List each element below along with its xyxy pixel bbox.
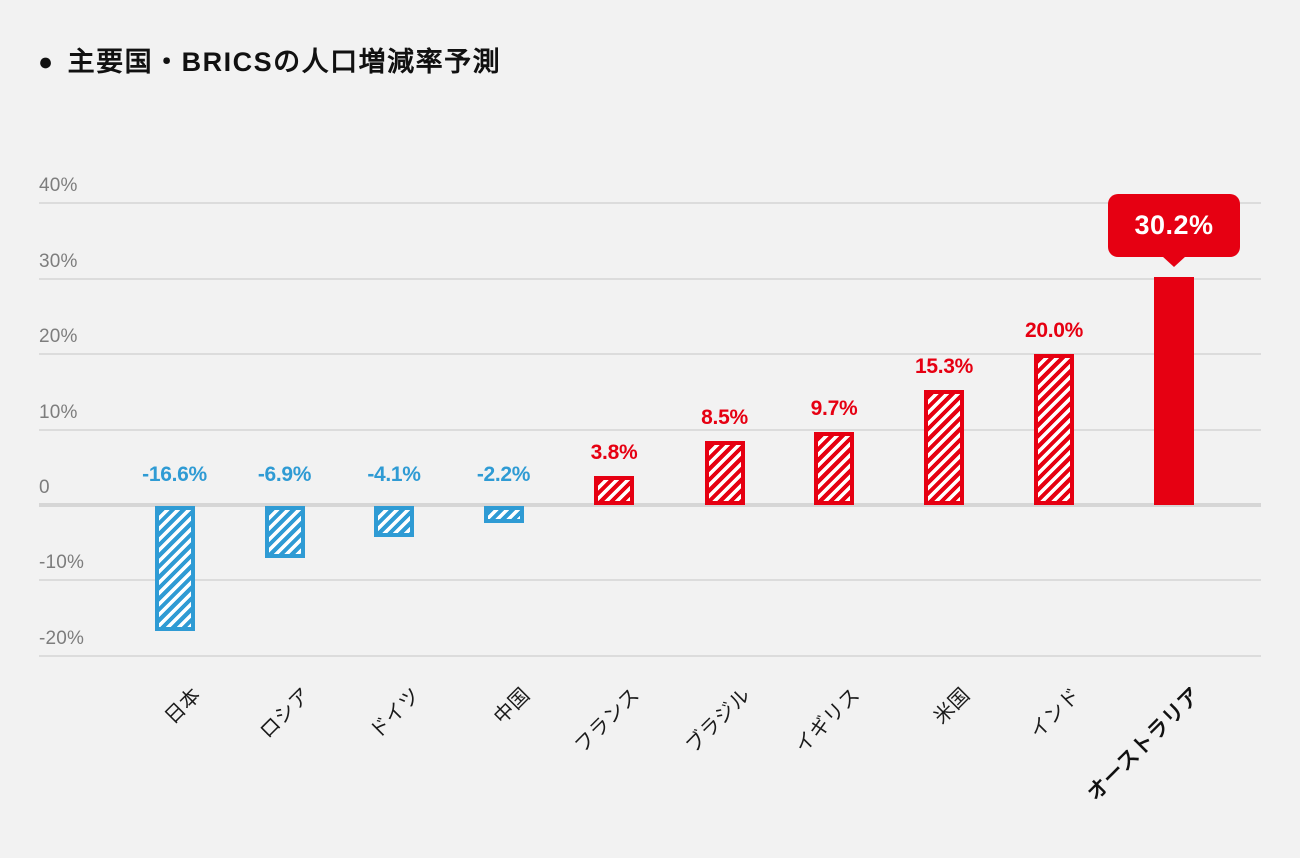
callout-pointer-icon [1162, 256, 1186, 267]
bar-australia [1154, 277, 1194, 505]
y-gridline [39, 579, 1261, 582]
y-tick-label: 10% [39, 401, 78, 423]
x-axis-label-india: インド [1025, 684, 1085, 744]
x-axis-label-japan: 日本 [160, 684, 206, 729]
bullet-icon: ● [38, 48, 55, 76]
value-label-usa: 15.3% [914, 355, 974, 378]
x-axis-label-france: フランス [571, 684, 645, 758]
bar-india [1034, 354, 1074, 505]
x-axis-label-brazil: ブラジル [681, 684, 756, 758]
x-axis-label-germany: ドイツ [365, 684, 425, 744]
value-label-uk: 9.7% [810, 397, 858, 420]
zero-gridline [39, 503, 1261, 507]
bar-germany [374, 506, 414, 537]
y-tick-label: 30% [39, 250, 78, 272]
value-label-germany: -4.1% [367, 463, 421, 486]
bar-japan [154, 506, 195, 631]
x-axis-label-uk: イギリス [791, 684, 865, 758]
x-axis-label-australia: オーストラリア [1082, 683, 1205, 806]
y-tick-label: 0 [39, 477, 50, 498]
value-label-china: -2.2% [476, 463, 531, 486]
chart-title: ● 主要国・BRICSの人口増減率予測 [38, 46, 501, 78]
y-gridline [39, 654, 1261, 657]
callout-badge: 30.2% [1108, 194, 1240, 257]
y-gridline [39, 353, 1261, 356]
value-label-france: 3.8% [590, 441, 638, 464]
bar-france [594, 476, 634, 505]
x-axis-label-russia: ロシア [256, 684, 316, 744]
bar-china [483, 506, 524, 523]
chart-title-text: 主要国・BRICSの人口増減率予測 [67, 47, 502, 77]
x-axis-label-china: 中国 [489, 684, 535, 729]
bar-brazil [704, 441, 745, 505]
value-label-japan: -16.6% [142, 463, 207, 486]
y-gridline [39, 277, 1261, 280]
bar-usa [924, 390, 964, 505]
x-axis-label-usa: 米国 [930, 684, 975, 729]
value-label-india: 20.0% [1024, 319, 1084, 342]
y-gridline [39, 428, 1261, 431]
y-tick-label: 20% [39, 326, 78, 348]
bar-uk [814, 432, 854, 505]
y-gridline [39, 202, 1261, 205]
value-label-russia: -6.9% [257, 463, 312, 486]
y-tick-label: 40% [39, 175, 78, 197]
bar-russia [264, 506, 305, 558]
value-label-brazil: 8.5% [701, 406, 748, 429]
y-tick-label: -10% [39, 552, 85, 574]
y-tick-label: -20% [39, 627, 85, 649]
